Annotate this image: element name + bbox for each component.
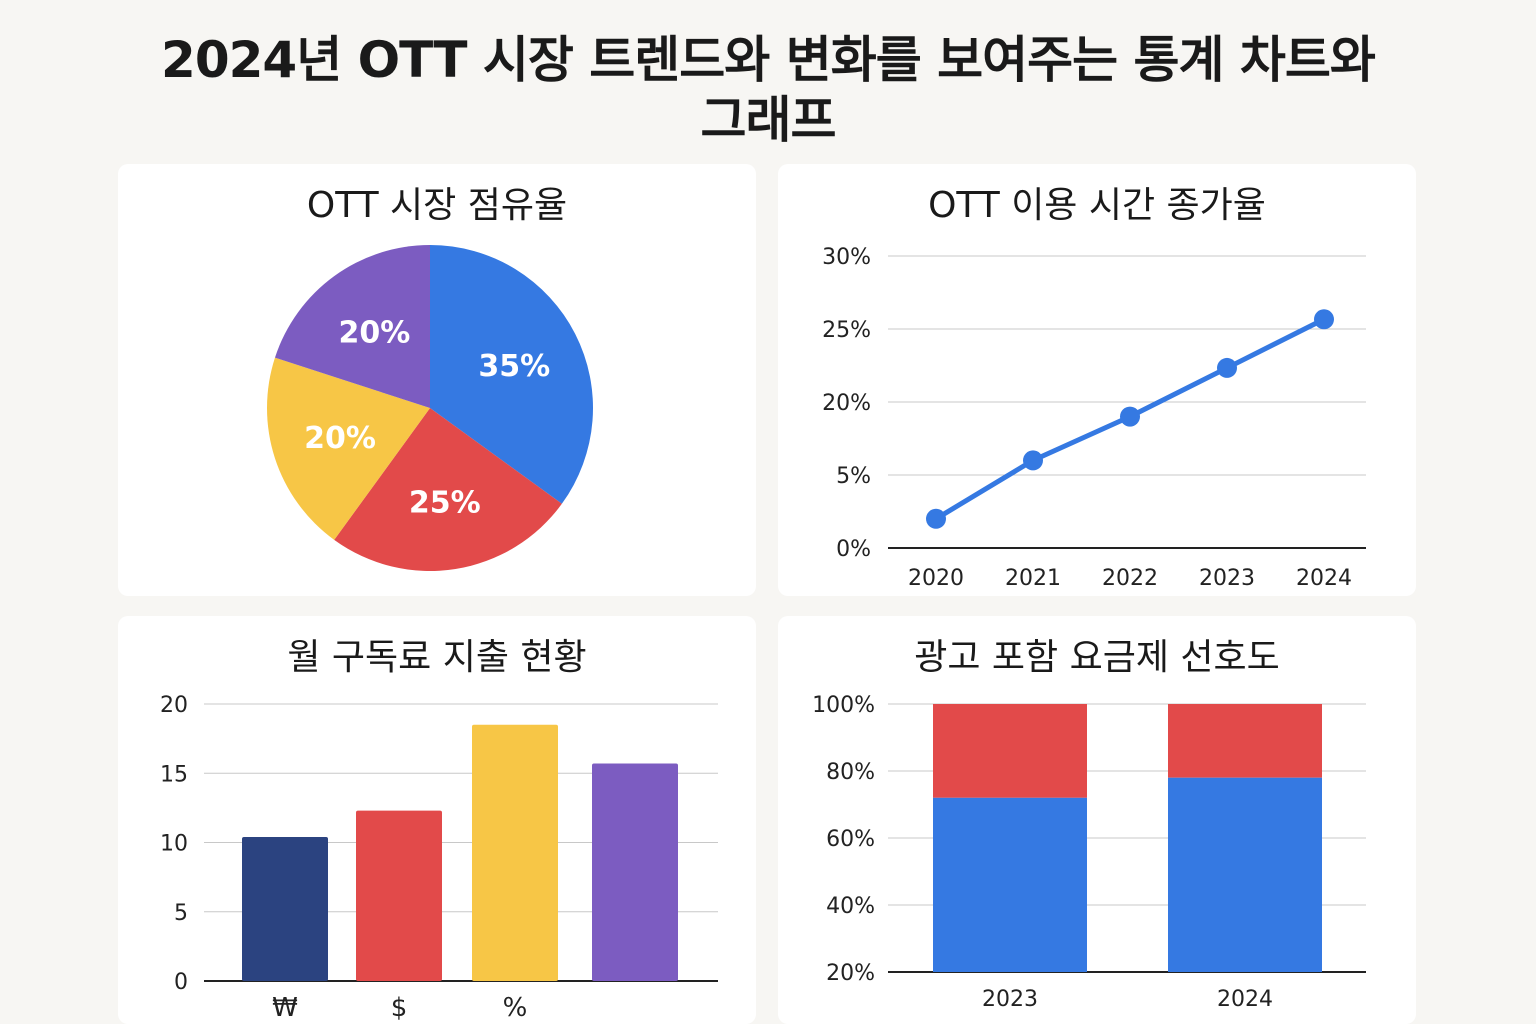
stacked-bar-segment-red [933,704,1087,798]
line-chart-title: OTT 이용 시간 종가율 [928,185,1266,226]
line-chart: 0% 5% 20% 25% 30% 2020 2021 2022 2023 2024 [822,245,1366,591]
x-tick-label: ₩ [272,993,298,1023]
bar [356,810,442,981]
x-tick-label: 2022 [1102,566,1158,591]
stacked-bar-segment-blue [933,797,1087,972]
pie-slice-label: 35% [478,349,550,384]
pie-chart-title: OTT 시장 점유율 [306,185,568,226]
x-tick-label: 2024 [1217,987,1273,1012]
bar-chart: 0 5 10 15 20 ₩ $% [160,693,718,1023]
bar-chart-panel: 월 구독료 지출 현황 0 5 10 15 20 ₩ $% [118,616,756,1024]
main-title: 2024년 OTT 시장 트렌드와 변화를 보여주는 통계 차트와 그래프 [0,30,1536,150]
y-tick-label: 25% [822,318,871,343]
stacked-chart-title: 광고 포함 요금제 선호도 [914,637,1280,678]
y-tick-label: 20 [160,693,188,718]
stacked-bar-chart: 20% 40% 60% 80% 100% 2023 2024 [812,693,1366,1012]
y-tick-label: 5% [836,464,871,489]
x-tick-label: % [503,993,528,1023]
stacked-bar-segment-red [1168,704,1322,778]
y-tick-label: 5 [174,901,188,926]
stacked-bar-segment-blue [1168,777,1322,972]
y-tick-label: 30% [822,245,871,270]
pie-chart-panel: OTT 시장 점유율 35% 25% 20% 20% [118,164,756,596]
line-point [1217,357,1237,378]
pie-slice [430,245,593,504]
main-title-line-2: 그래프 [700,91,837,149]
y-tick-label: 15 [160,762,188,787]
pie-slice [274,245,430,408]
line-chart-panel: OTT 이용 시간 종가율 0% 5% 20% 25% 30% 2020 2021 2022 2… [778,164,1416,596]
y-tick-label: 0 [174,970,188,995]
x-tick-label: 2023 [982,987,1038,1012]
y-tick-label: 0% [836,537,871,562]
x-tick-label: 2020 [908,566,964,591]
main-title-line-1: 2024년 OTT 시장 트렌드와 변화를 보여주는 통계 차트와 [161,31,1376,89]
bar [242,836,328,981]
stacked-chart-panel: 광고 포함 요금제 선호도 20% 40% 60% 80% 100% 2023 2024 [778,616,1416,1024]
line-point [926,508,946,529]
bar [472,724,558,981]
pie-slice-label: 20% [339,316,411,351]
x-tick-label: 2023 [1199,566,1255,591]
line-point [1120,406,1140,427]
pie-slice-label: 20% [304,421,376,456]
x-tick-label: 2024 [1296,566,1352,591]
pie-slice [267,357,430,540]
bar [592,763,678,981]
pie-slice [334,408,562,571]
x-tick-label: 2021 [1005,566,1061,591]
y-tick-label: 20% [822,391,871,416]
y-tick-label: 60% [826,827,875,852]
y-tick-label: 100% [812,693,875,718]
line-point [1023,450,1043,471]
x-tick-label: $ [391,993,408,1023]
y-tick-label: 10 [160,832,188,857]
line-point [1314,309,1334,330]
y-tick-label: 20% [826,961,875,986]
pie-slice-label: 25% [409,485,481,520]
y-tick-label: 80% [826,760,875,785]
bar-chart-title: 월 구독료 지출 현황 [287,637,587,678]
pie-chart: 35% 25% 20% 20% [267,245,593,571]
y-tick-label: 40% [826,894,875,919]
